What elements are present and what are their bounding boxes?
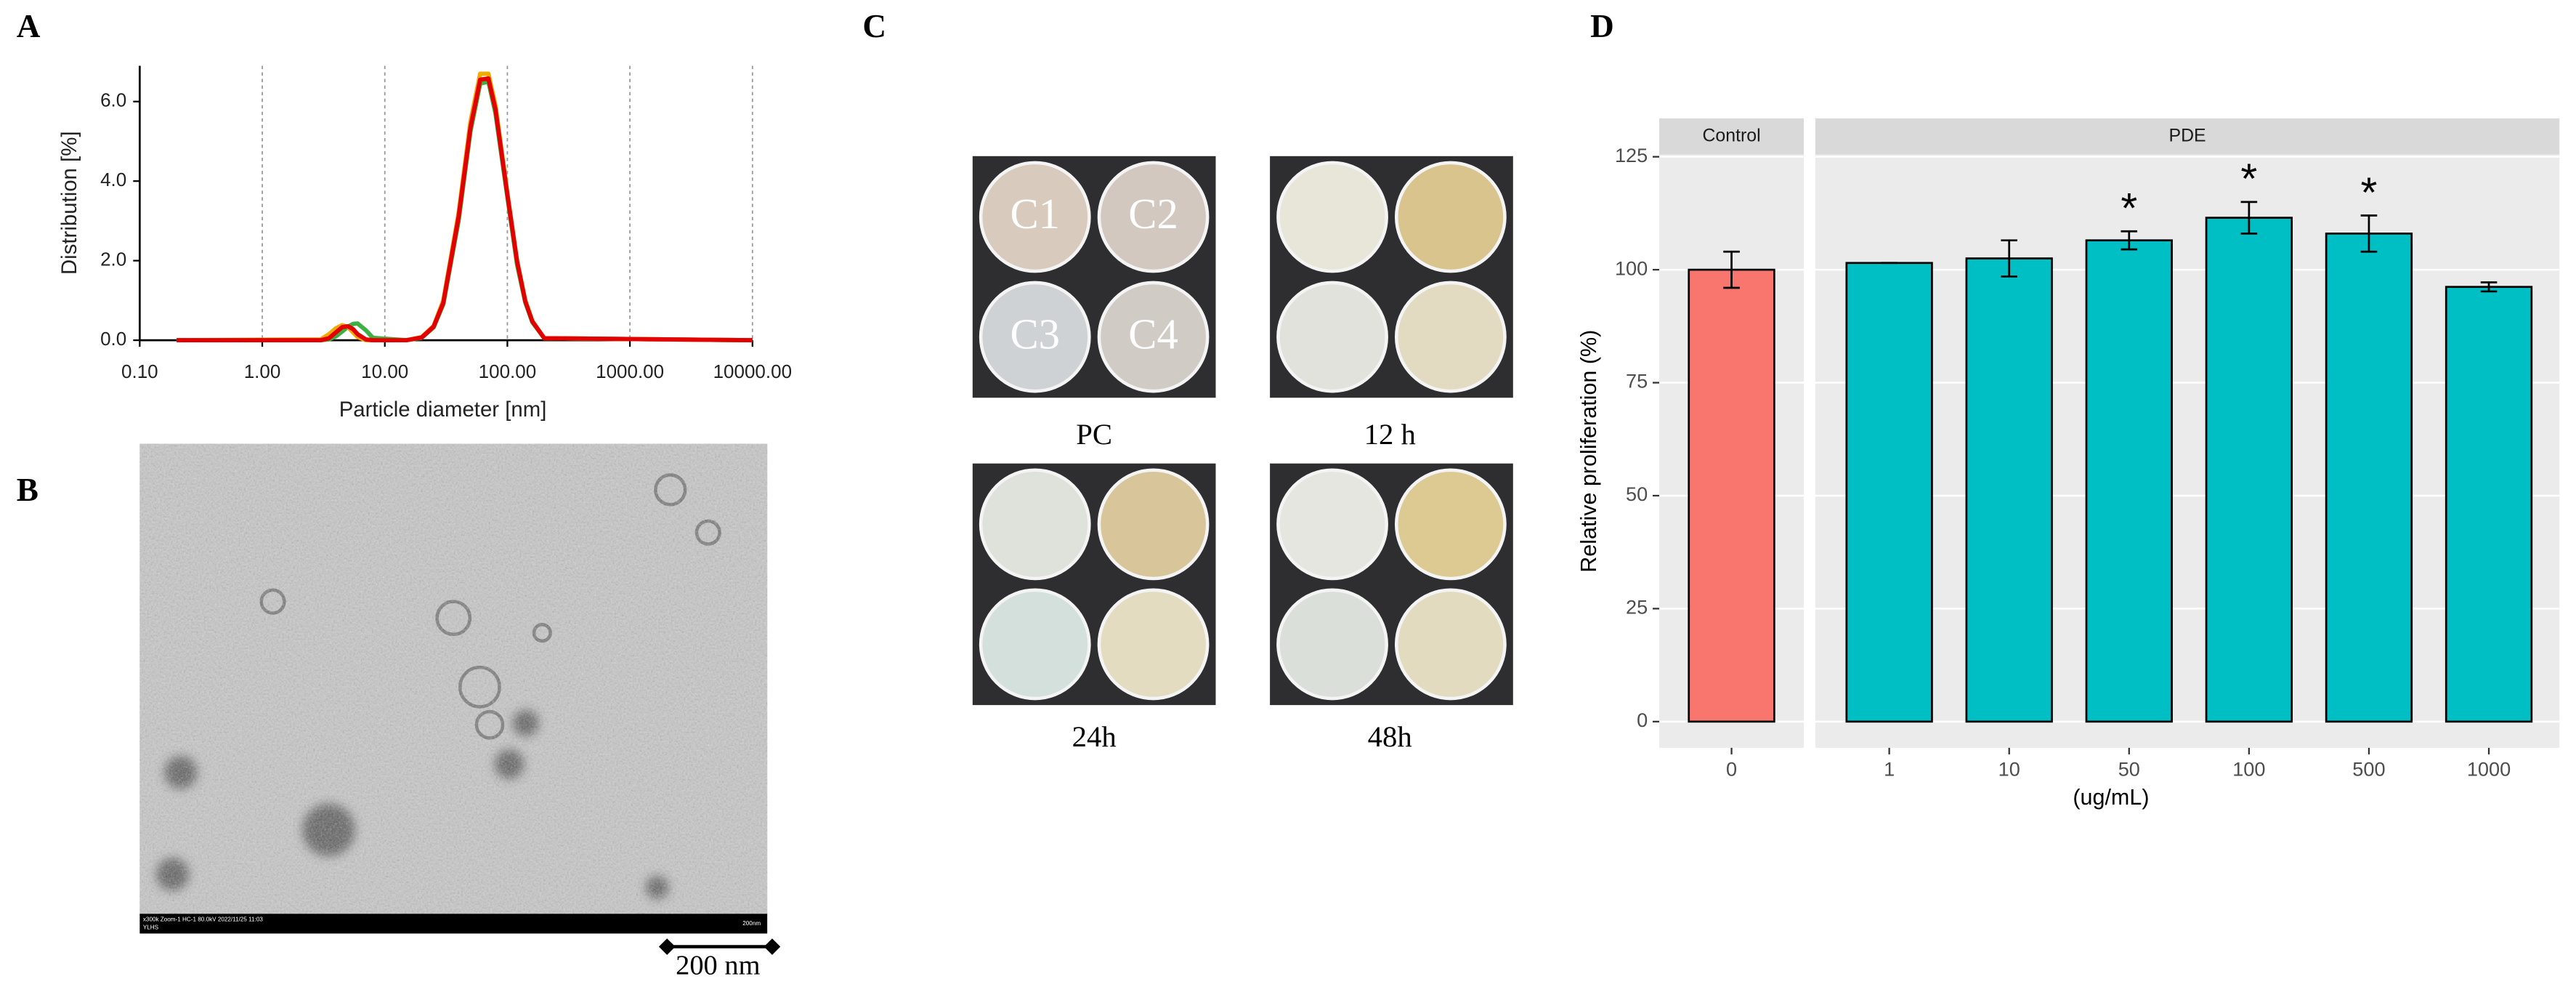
panel-background [1815,154,2560,748]
line-series [177,71,753,343]
x-tick-label: 1 [1884,758,1895,781]
facet-label: PDE [2169,125,2206,145]
bar [2205,217,2293,723]
x-tick-label: 10 [1998,758,2020,781]
tem-operator: YLHS [143,924,159,931]
error-bar [2480,281,2498,293]
bar [2445,286,2533,723]
scale-bar-label: 200 nm [676,951,760,981]
petri-dish [1394,468,1507,581]
petri-dish [979,468,1091,581]
x-tick-label: 1000 [2467,758,2511,781]
dish-label: C4 [1128,310,1178,358]
facet-label: Control [1702,125,1760,145]
plate-caption: 12 h [1364,418,1416,451]
y-tick-label: 0 [1637,709,1648,731]
y-tick-label: 75 [1626,370,1648,392]
y-tick-label: 50 [1626,483,1648,505]
facet-strip [1815,118,2560,155]
error-bar [2240,201,2258,235]
y-tick-label: 125 [1615,144,1648,166]
line-series [177,79,753,343]
y-tick-label: 2.0 [100,249,126,270]
petri-dish [1097,468,1210,581]
y-tick-label: 100 [1615,257,1648,279]
tem-bar-text: 200nm [742,920,761,927]
x-tick-label: 50 [2118,758,2140,781]
y-tick-label: 0.0 [100,328,126,350]
facet-strip [1659,118,1805,155]
significance-label: * [2121,185,2137,233]
petri-dish [1097,161,1210,273]
x-tick-label: 100.00 [479,360,537,382]
error-bar [2121,230,2138,251]
panel-label: A [17,8,41,44]
panel-label: D [1590,8,1614,44]
x-tick-label: 0.10 [121,360,158,382]
x-tick-label: 10000.00 [713,360,792,382]
x-tick-label: 10.00 [361,360,408,382]
dish-label: C2 [1128,190,1178,238]
bar [1965,257,2053,723]
petri-dish [1394,161,1507,273]
bar [1688,268,1775,723]
petri-dish [1276,468,1388,581]
error-bar [1723,250,1740,289]
significance-label: * [2360,169,2377,217]
plate-caption: 48h [1368,720,1412,753]
significance-label: * [2240,156,2257,203]
x-tick-label: 1000.00 [596,360,664,382]
tem-caption: x300k Zoom-1 HC-1 80.0kV 2022/11/25 11:0… [143,916,263,922]
petri-dish [979,588,1091,701]
x-axis-label: Particle diameter [nm] [339,398,547,422]
plate-caption: 24h [1072,720,1117,753]
line-series [177,76,753,343]
y-tick-label: 25 [1626,596,1648,619]
panel-label: C [862,8,886,44]
bar [1845,262,1933,723]
y-axis-label: Relative proliferation (%) [1576,330,1601,573]
y-tick-label: 4.0 [100,169,126,190]
tem-image [139,443,768,934]
petri-dish [979,161,1091,273]
petri-dish [979,281,1091,393]
bar [2085,239,2173,723]
petri-dish [1276,588,1388,701]
x-tick-label: 0 [1726,758,1737,781]
petri-dish [1394,588,1507,701]
bar [2325,233,2413,723]
x-tick-label: 1.00 [244,360,281,382]
panel-label: B [17,472,39,508]
x-tick-label: 100 [2232,758,2265,781]
error-bar [2360,214,2378,253]
y-axis-label: Distribution [%] [57,131,81,275]
x-tick-label: 500 [2352,758,2385,781]
dish-label: C1 [1010,190,1060,238]
petri-dish [1276,161,1388,273]
petri-dish [1394,281,1507,393]
y-tick-label: 6.0 [100,89,126,111]
error-bar [2001,239,2018,278]
petri-dish [1097,281,1210,393]
plate-caption: PC [1076,418,1112,451]
petri-dish [1097,588,1210,701]
scale-bar [658,938,781,955]
petri-dish [1276,281,1388,393]
x-axis-label: (ug/mL) [2073,785,2149,810]
dish-label: C3 [1010,310,1060,358]
